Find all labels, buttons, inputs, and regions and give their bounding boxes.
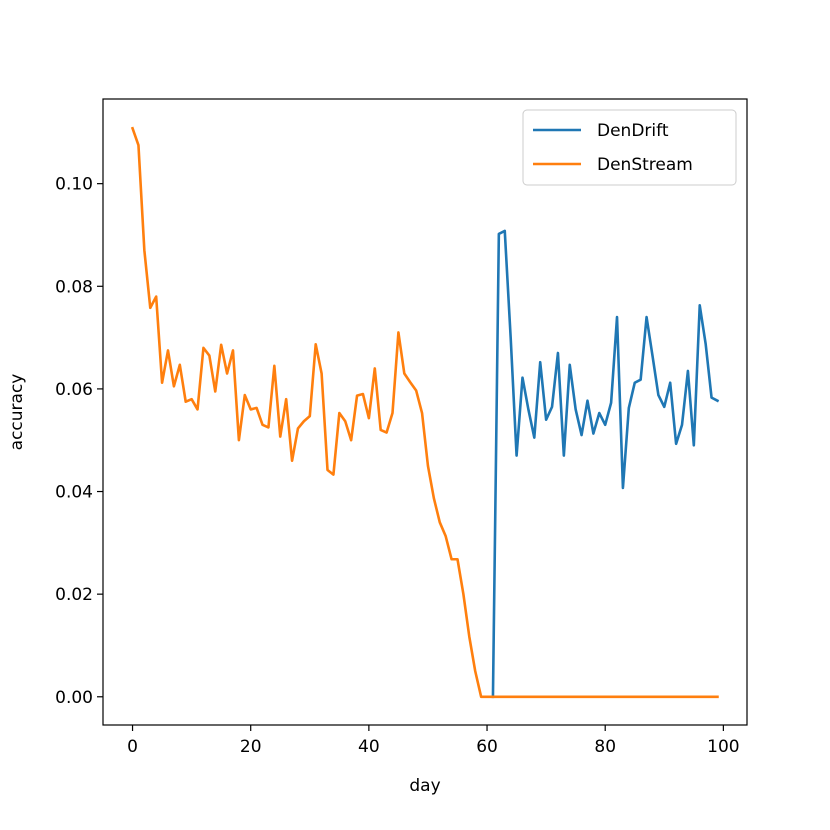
x-axis: 0 20 40 60 80 100	[127, 725, 740, 757]
series-line-dendrift	[491, 229, 720, 699]
y-tick-label: 0.06	[55, 380, 93, 400]
x-tick-label: 100	[707, 737, 739, 757]
y-axis-label: accuracy	[7, 374, 27, 451]
x-tick-label: 40	[358, 737, 380, 757]
y-tick-label: 0.00	[55, 688, 93, 708]
plot-frame	[102, 98, 748, 726]
legend-label: DenDrift	[597, 121, 669, 141]
legend-label: DenStream	[597, 155, 693, 175]
x-tick-label: 0	[127, 737, 138, 757]
y-axis: 0.00 0.02 0.04 0.06 0.08 0.10	[55, 175, 103, 708]
x-tick-label: 80	[594, 737, 616, 757]
y-tick-label: 0.10	[55, 175, 93, 195]
series-layer	[130, 126, 720, 699]
y-tick-label: 0.04	[55, 483, 93, 503]
x-axis-label: day	[409, 776, 440, 796]
x-tick-label: 60	[476, 737, 498, 757]
x-tick-label: 20	[240, 737, 262, 757]
y-tick-label: 0.02	[55, 585, 93, 605]
y-tick-label: 0.08	[55, 277, 93, 297]
series-line-denstream	[130, 126, 719, 699]
legend: DenDrift DenStream	[522, 109, 737, 186]
